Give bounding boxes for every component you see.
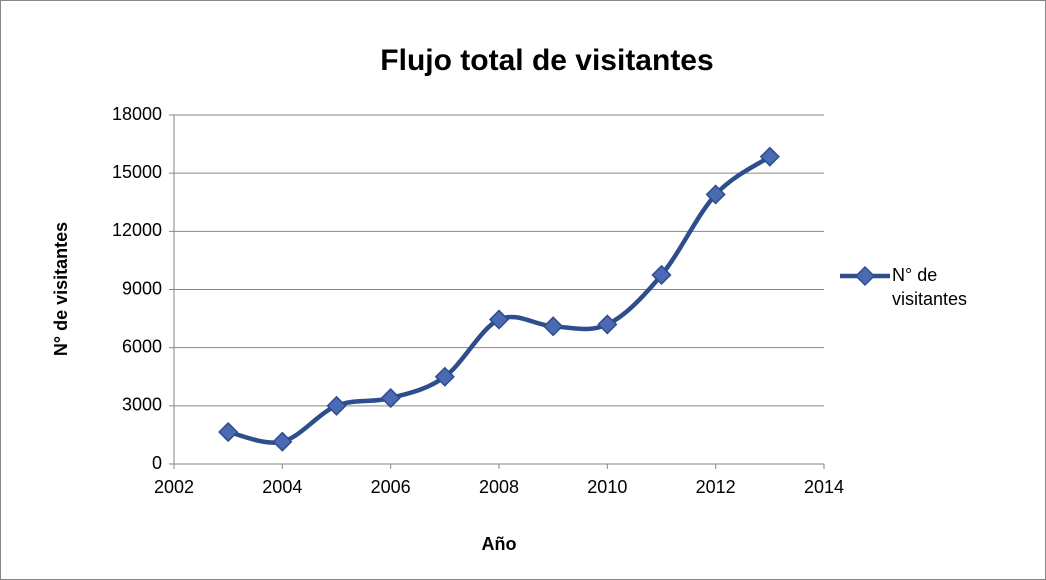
data-point bbox=[651, 264, 672, 286]
y-tick-label: 0 bbox=[152, 453, 162, 473]
legend-marker bbox=[854, 265, 876, 287]
x-tick-label: 2010 bbox=[587, 477, 627, 497]
data-point bbox=[434, 366, 455, 387]
chart-title: Flujo total de visitantes bbox=[380, 44, 713, 77]
y-tick-label: 6000 bbox=[122, 336, 162, 356]
x-tick-label: 2004 bbox=[262, 477, 302, 497]
x-tick-label: 2006 bbox=[371, 477, 411, 497]
data-point bbox=[705, 184, 726, 205]
y-tick-label: 18000 bbox=[112, 104, 162, 124]
x-tick-label: 2014 bbox=[804, 477, 844, 497]
data-point bbox=[380, 388, 401, 409]
y-tick-label: 3000 bbox=[122, 395, 162, 415]
data-point bbox=[272, 431, 293, 452]
data-point bbox=[597, 314, 618, 335]
y-tick-label: 15000 bbox=[112, 162, 162, 182]
data-point bbox=[759, 146, 780, 167]
legend-item: N° de visitantes bbox=[892, 265, 968, 309]
data-point bbox=[326, 395, 347, 416]
x-tick-label: 2002 bbox=[154, 477, 194, 497]
y-tick-label: 9000 bbox=[122, 278, 162, 298]
y-tick-label: 12000 bbox=[112, 220, 162, 240]
data-point bbox=[218, 421, 239, 443]
legend-label: N° de visitantes bbox=[892, 265, 968, 309]
x-tick-label: 2008 bbox=[479, 477, 519, 497]
data-point bbox=[543, 316, 564, 337]
x-tick-label: 2012 bbox=[696, 477, 736, 497]
data-point bbox=[488, 309, 510, 330]
x-axis-label: Año bbox=[482, 534, 517, 554]
y-axis-label: N° de visitantes bbox=[51, 222, 71, 356]
